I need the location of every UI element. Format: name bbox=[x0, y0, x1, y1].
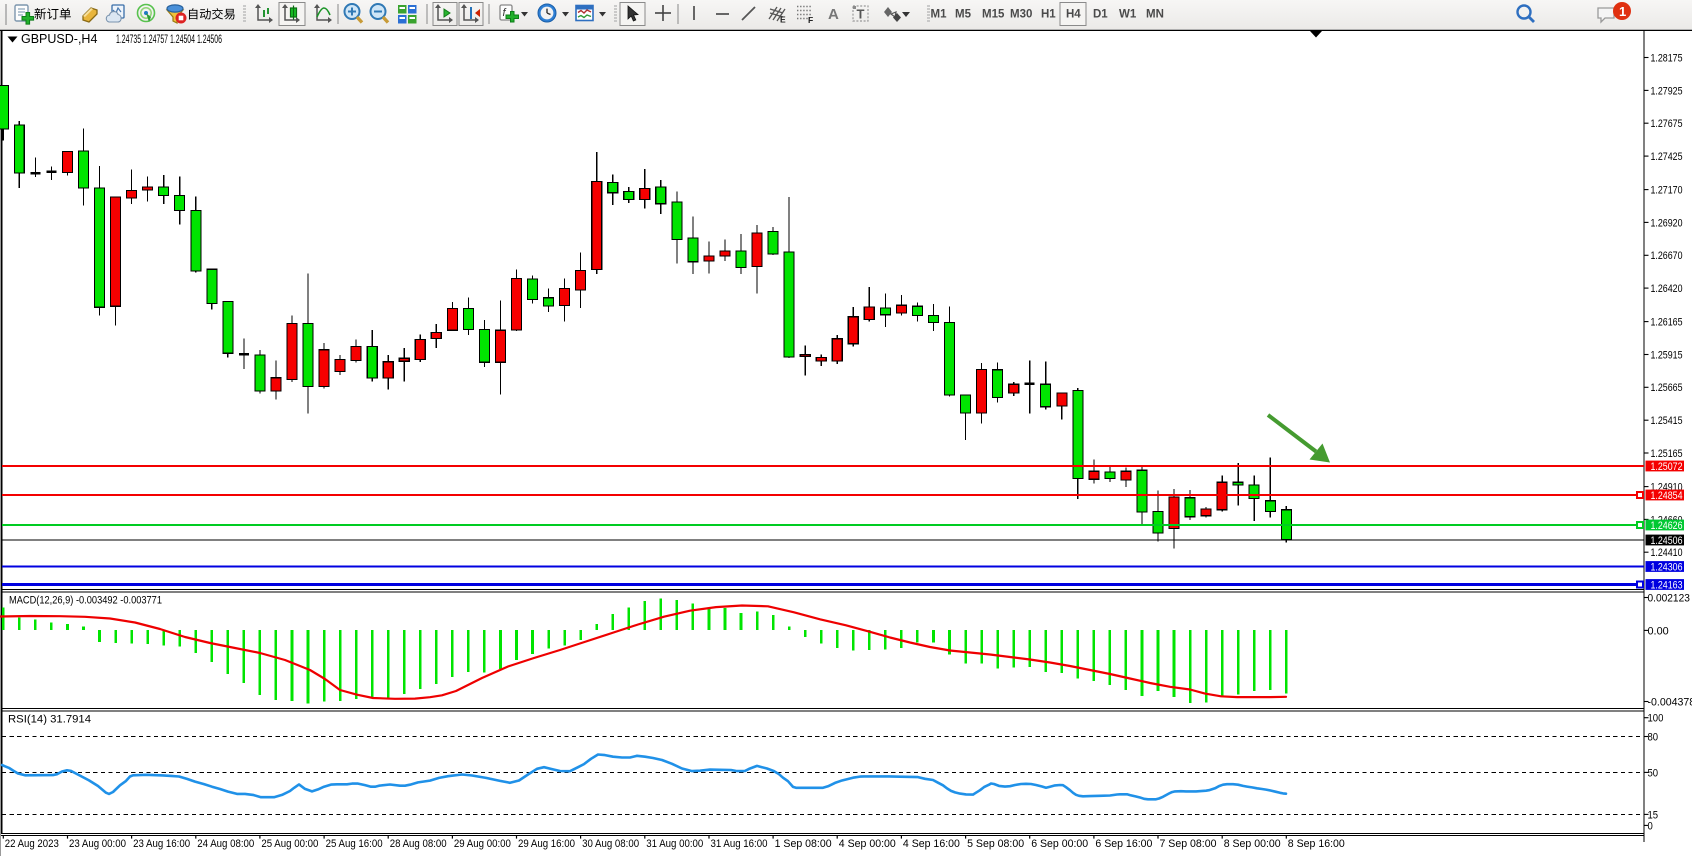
svg-text:24 Aug 08:00: 24 Aug 08:00 bbox=[197, 838, 254, 850]
svg-text:GBPUSD-,H4: GBPUSD-,H4 bbox=[21, 32, 97, 46]
svg-text:1.28175: 1.28175 bbox=[1651, 52, 1683, 64]
svg-text:1.27675: 1.27675 bbox=[1651, 118, 1683, 130]
svg-text:1.25665: 1.25665 bbox=[1651, 382, 1683, 394]
svg-text:8 Sep 00:00: 8 Sep 00:00 bbox=[1224, 838, 1281, 850]
svg-text:31 Aug 16:00: 31 Aug 16:00 bbox=[711, 838, 768, 850]
svg-text:1.25165: 1.25165 bbox=[1651, 448, 1683, 460]
svg-text:1.27170: 1.27170 bbox=[1651, 185, 1683, 197]
svg-text:22 Aug 2023: 22 Aug 2023 bbox=[5, 838, 59, 850]
svg-text:1.25415: 1.25415 bbox=[1651, 415, 1683, 427]
svg-text:4 Sep 00:00: 4 Sep 00:00 bbox=[839, 838, 896, 850]
svg-text:25 Aug 16:00: 25 Aug 16:00 bbox=[326, 838, 383, 850]
svg-text:31 Aug 00:00: 31 Aug 00:00 bbox=[646, 838, 703, 850]
svg-text:29 Aug 16:00: 29 Aug 16:00 bbox=[518, 838, 575, 850]
svg-text:25 Aug 00:00: 25 Aug 00:00 bbox=[261, 838, 318, 850]
svg-text:23 Aug 00:00: 23 Aug 00:00 bbox=[69, 838, 126, 850]
svg-text:0: 0 bbox=[1648, 820, 1653, 832]
svg-text:1.27425: 1.27425 bbox=[1651, 151, 1683, 163]
svg-text:1.24854: 1.24854 bbox=[1651, 490, 1683, 502]
svg-text:80: 80 bbox=[1648, 731, 1659, 743]
svg-text:1.24306: 1.24306 bbox=[1651, 561, 1683, 573]
svg-text:1.25915: 1.25915 bbox=[1651, 349, 1683, 361]
svg-text:6 Sep 16:00: 6 Sep 16:00 bbox=[1095, 838, 1152, 850]
svg-text:0.002123: 0.002123 bbox=[1648, 592, 1690, 604]
svg-text:30 Aug 08:00: 30 Aug 08:00 bbox=[582, 838, 639, 850]
svg-text:7 Sep 08:00: 7 Sep 08:00 bbox=[1160, 838, 1217, 850]
svg-text:RSI(14) 31.7914: RSI(14) 31.7914 bbox=[8, 714, 91, 726]
svg-text:29 Aug 00:00: 29 Aug 00:00 bbox=[454, 838, 511, 850]
svg-text:-0.004378: -0.004378 bbox=[1648, 696, 1692, 708]
svg-text:MACD(12,26,9) -0.003492 -0.003: MACD(12,26,9) -0.003492 -0.003771 bbox=[9, 595, 162, 607]
svg-text:0.00: 0.00 bbox=[1648, 625, 1669, 637]
svg-text:1.24410: 1.24410 bbox=[1651, 547, 1683, 559]
svg-text:28 Aug 08:00: 28 Aug 08:00 bbox=[390, 838, 447, 850]
svg-text:1.24506: 1.24506 bbox=[1651, 535, 1683, 547]
svg-text:1.26420: 1.26420 bbox=[1651, 283, 1683, 295]
svg-text:1.26920: 1.26920 bbox=[1651, 217, 1683, 229]
svg-text:6 Sep 00:00: 6 Sep 00:00 bbox=[1031, 838, 1088, 850]
svg-text:1.25072: 1.25072 bbox=[1651, 461, 1683, 473]
svg-text:1.24163: 1.24163 bbox=[1651, 579, 1683, 591]
svg-text:1 Sep 08:00: 1 Sep 08:00 bbox=[775, 838, 832, 850]
svg-text:1.27925: 1.27925 bbox=[1651, 85, 1683, 97]
svg-text:1.26165: 1.26165 bbox=[1651, 317, 1683, 329]
svg-text:8 Sep 16:00: 8 Sep 16:00 bbox=[1288, 838, 1345, 850]
svg-text:1.24626: 1.24626 bbox=[1651, 520, 1683, 532]
svg-text:1.24735 1.24757 1.24504 1.2450: 1.24735 1.24757 1.24504 1.24506 bbox=[116, 34, 222, 46]
svg-text:23 Aug 16:00: 23 Aug 16:00 bbox=[133, 838, 190, 850]
svg-text:4 Sep 16:00: 4 Sep 16:00 bbox=[903, 838, 960, 850]
svg-text:5 Sep 08:00: 5 Sep 08:00 bbox=[967, 838, 1024, 850]
svg-text:50: 50 bbox=[1648, 767, 1659, 779]
svg-text:1.26670: 1.26670 bbox=[1651, 250, 1683, 262]
svg-text:100: 100 bbox=[1648, 713, 1664, 725]
